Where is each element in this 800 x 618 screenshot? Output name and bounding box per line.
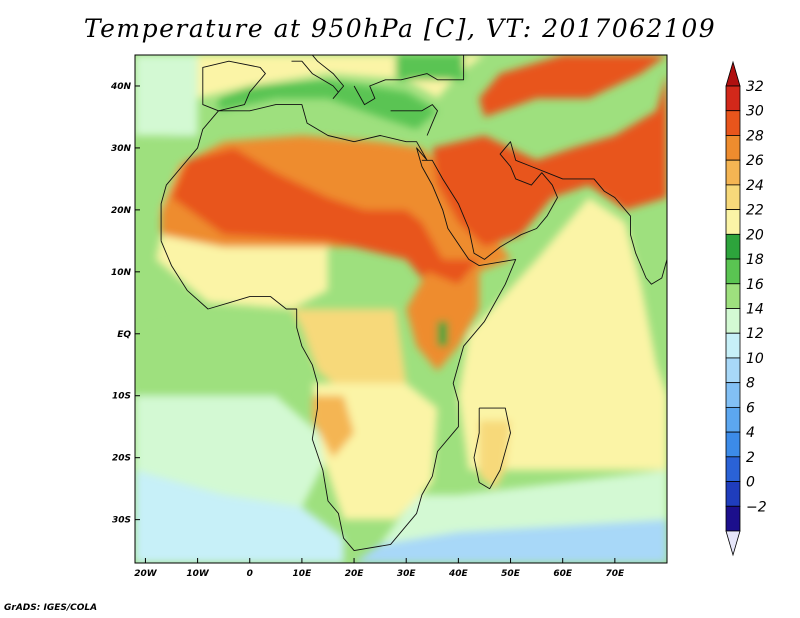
coastlines <box>160 55 667 552</box>
colorbar-box <box>725 110 741 136</box>
region-indian-ocean-south-cold <box>354 519 667 563</box>
colorbar-box <box>725 233 741 260</box>
axis-ticks: 20W 10W 0 10E 20E 30E 40E 50E 60E 70E 40N 30N 20N 10N… <box>110 82 625 579</box>
lat-tick-label: 10N <box>111 268 132 278</box>
colorbar-label: 22 <box>746 203 764 219</box>
region-gulf-of-guinea-cool <box>135 315 313 396</box>
colorbar-box <box>725 85 741 112</box>
lon-tick-label: 70E <box>605 569 625 579</box>
colorbar-box <box>725 184 741 211</box>
region-indian-ocean-south-cool <box>380 470 667 545</box>
colorbar-label: 24 <box>746 178 764 194</box>
temperature-regions <box>135 55 667 563</box>
colorbar-box <box>725 308 741 334</box>
colorbar-label: 26 <box>746 153 764 169</box>
colorbar-box <box>725 505 741 532</box>
coastline-6 <box>390 104 438 136</box>
region-south-atlantic-cool <box>135 395 334 508</box>
region-canary-current-cool <box>135 135 198 210</box>
coastline-4 <box>291 55 345 99</box>
colorbar-label: 14 <box>746 302 764 318</box>
colorbar-box <box>725 456 741 482</box>
lon-tick-label: 20W <box>134 569 158 579</box>
lat-tick-label: 10S <box>112 392 131 402</box>
lon-tick-label: 50E <box>501 569 521 579</box>
coastline-2 <box>421 141 667 285</box>
colorbar-label: 20 <box>746 227 764 243</box>
lon-tick-label: 10E <box>293 569 313 579</box>
colorbar-box <box>725 357 741 384</box>
colorbar-label: 8 <box>746 376 755 392</box>
colorbar-box <box>725 332 741 359</box>
colorbar-label: 10 <box>746 351 764 367</box>
colorbar-label: 4 <box>746 425 755 441</box>
colorbar-label: 18 <box>746 252 764 268</box>
colorbar-label: 32 <box>746 79 764 95</box>
lat-tick-label: 20N <box>111 206 132 216</box>
region-madagascar-mild <box>479 420 511 489</box>
colorbar-label: 30 <box>746 104 764 120</box>
colorbar-label: 16 <box>746 277 764 293</box>
region-mediterranean-cool <box>218 79 438 130</box>
lon-tick-label: 60E <box>553 569 573 579</box>
region-angola-hot <box>312 395 355 458</box>
colorbar-label: 6 <box>746 400 755 416</box>
coastline-5 <box>353 55 465 106</box>
lon-tick-label: 20E <box>345 569 365 579</box>
region-sahara-core-very-hot <box>171 147 480 285</box>
colorbar-box <box>725 406 741 433</box>
lon-tick-label: 0 <box>247 569 253 579</box>
coastline-0 <box>160 104 517 552</box>
coastline-3 <box>202 60 266 112</box>
colorbar-box <box>725 382 741 408</box>
colorbar-label: 28 <box>746 128 764 144</box>
coastline-1 <box>473 407 511 490</box>
region-arabia-hot <box>432 73 667 247</box>
colorbar-box <box>725 209 741 235</box>
temperature-field <box>135 55 667 563</box>
credit-label: GrADS: IGES/COLA <box>4 603 98 613</box>
colorbar-bottom-arrow <box>725 530 741 557</box>
colorbar-box <box>725 159 741 186</box>
colorbar-box <box>725 135 741 161</box>
colorbar-top-arrow <box>725 60 741 87</box>
region-south-atlantic-cold <box>135 470 344 563</box>
region-east-africa-highlands-cool <box>437 321 448 347</box>
colorbar-label: 0 <box>746 475 755 491</box>
region-north-atlantic-cool <box>135 55 198 136</box>
colorbar-label: 12 <box>746 326 764 342</box>
colorbar-box <box>725 431 741 458</box>
colorbar-box <box>725 481 741 507</box>
lat-tick-label: 30S <box>112 516 131 526</box>
lon-tick-label: 40E <box>448 569 469 579</box>
lat-tick-label: 20S <box>112 454 131 464</box>
region-west-africa-warm <box>155 234 328 309</box>
map-title: Temperature at 950hPa [C], VT: 201706210… <box>83 14 717 43</box>
region-iran-hot <box>479 55 667 117</box>
colorbar-box <box>725 283 741 309</box>
colorbar-box <box>725 258 741 285</box>
region-black-sea-cool <box>395 55 464 80</box>
lat-tick-label: 40N <box>110 82 132 92</box>
colorbar-label: 2 <box>746 450 755 466</box>
plot-frame <box>134 54 668 564</box>
lon-tick-label: 30E <box>397 569 417 579</box>
region-arabian-sea-warm <box>458 197 667 471</box>
lon-tick-label: 10W <box>186 569 210 579</box>
colorbar-label: −2 <box>746 499 767 515</box>
lat-tick-label: EQ <box>117 330 131 340</box>
lat-tick-label: 30N <box>111 144 132 154</box>
